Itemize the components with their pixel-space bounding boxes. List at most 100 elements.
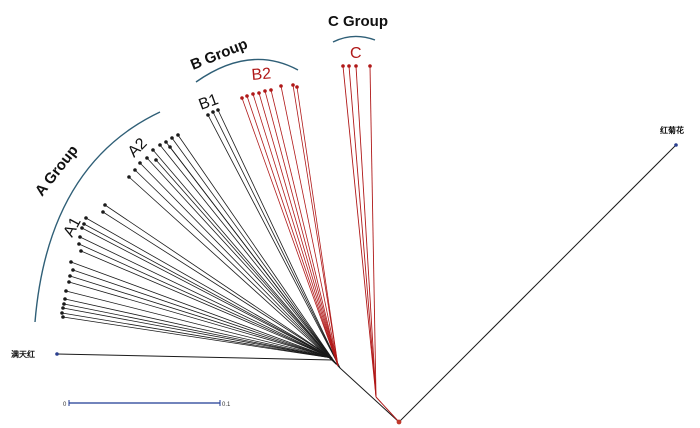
leaf-tip (154, 158, 158, 162)
leaf-tip (69, 260, 73, 264)
leaf-tip (63, 297, 67, 301)
branch-line (258, 92, 339, 367)
leaf-tip (68, 274, 72, 278)
leaf-tip (216, 108, 220, 112)
branch-line (80, 250, 333, 359)
leaf-tip (55, 352, 59, 356)
branch-line (128, 176, 337, 365)
branch-line (212, 111, 341, 369)
branch-line (62, 307, 333, 359)
leaf-tip (82, 222, 86, 226)
group-a-arc (34, 111, 161, 323)
group-c-title: C Group (328, 13, 388, 30)
leaf-tip (145, 156, 149, 160)
branch-line (252, 93, 339, 367)
outgroup-right-branch (398, 144, 677, 423)
leaf-tip (164, 140, 168, 144)
branch-line (292, 84, 339, 367)
leaf-tip (127, 175, 131, 179)
branch-line (264, 90, 339, 367)
leaf-tip (67, 280, 71, 284)
branch-line (369, 65, 377, 398)
branch-lines (56, 65, 677, 423)
scale-bar-start: 0 (63, 402, 67, 408)
subgroup-b1-label: B1 (197, 91, 221, 114)
branch-line (63, 303, 333, 359)
branch-line (217, 109, 341, 369)
group-b-arc (195, 58, 299, 83)
leaf-tip (206, 113, 210, 117)
leaf-tip (269, 88, 273, 92)
branch-line (68, 281, 333, 359)
group-a-title: A Group (32, 142, 82, 199)
leaf-tip (257, 91, 261, 95)
branch-line (61, 312, 333, 359)
leaf-tip (347, 64, 351, 68)
branch-line (85, 217, 333, 359)
leaf-tip (176, 133, 180, 137)
leaf-tip (240, 96, 244, 100)
branch-line (246, 95, 339, 367)
leaf-tip (170, 136, 174, 140)
branch-line (104, 204, 333, 359)
branch-line (342, 65, 377, 398)
c-stem-branch (375, 396, 400, 423)
branch-line (72, 269, 333, 359)
leaf-tip (78, 235, 82, 239)
leaf-tip (168, 145, 172, 149)
branch-line (102, 211, 333, 359)
leaf-tip (61, 306, 65, 310)
branch-line (139, 162, 337, 365)
leaf-tip (151, 148, 155, 152)
branch-line (69, 275, 333, 359)
branch-line (207, 114, 341, 369)
branch-line (62, 316, 333, 359)
group-c-arc (332, 35, 376, 43)
leaf-tip (71, 268, 75, 272)
root-node (396, 419, 402, 425)
branch-line (70, 261, 333, 359)
leaf-tip (61, 315, 65, 319)
leaf-tip (103, 203, 107, 207)
branch-line (171, 137, 337, 365)
leaf-tip (354, 64, 358, 68)
branch-line (169, 146, 337, 365)
leaf-tip (245, 94, 249, 98)
leaf-tip (62, 302, 66, 306)
branch-line (155, 159, 337, 365)
leaf-tip (84, 216, 88, 220)
branch-line (280, 85, 339, 367)
leaf-tip (291, 83, 295, 87)
leaf-tip (295, 85, 299, 89)
branch-line (348, 65, 377, 398)
branch-line (65, 290, 333, 359)
branch-tips (55, 64, 678, 356)
leaf-tip (251, 92, 255, 96)
branch-line (296, 86, 339, 367)
branch-line (241, 97, 339, 367)
leaf-tip (77, 242, 81, 246)
leaf-tip (133, 168, 137, 172)
leaf-tip (211, 110, 215, 114)
branch-line (146, 157, 337, 365)
backbone-branch (339, 367, 400, 423)
branch-line (134, 169, 337, 365)
leaf-tip (263, 89, 267, 93)
branch-line (270, 89, 339, 367)
branch-line (79, 236, 333, 359)
leaf-tip (158, 143, 162, 147)
branch-line (83, 223, 333, 359)
leaf-tip (80, 226, 84, 230)
branch-line (152, 149, 337, 365)
leaf-tip (60, 311, 64, 315)
leaf-label-left: 满天红 (11, 349, 35, 359)
leaf-tip (64, 289, 68, 293)
leaf-tip (79, 249, 83, 253)
branch-line (355, 65, 377, 398)
outgroup-left-branch (56, 353, 334, 361)
leaf-label-right: 红菊花 (660, 125, 684, 135)
branch-line (78, 243, 333, 359)
leaf-tip (138, 161, 142, 165)
leaf-tip (101, 210, 105, 214)
